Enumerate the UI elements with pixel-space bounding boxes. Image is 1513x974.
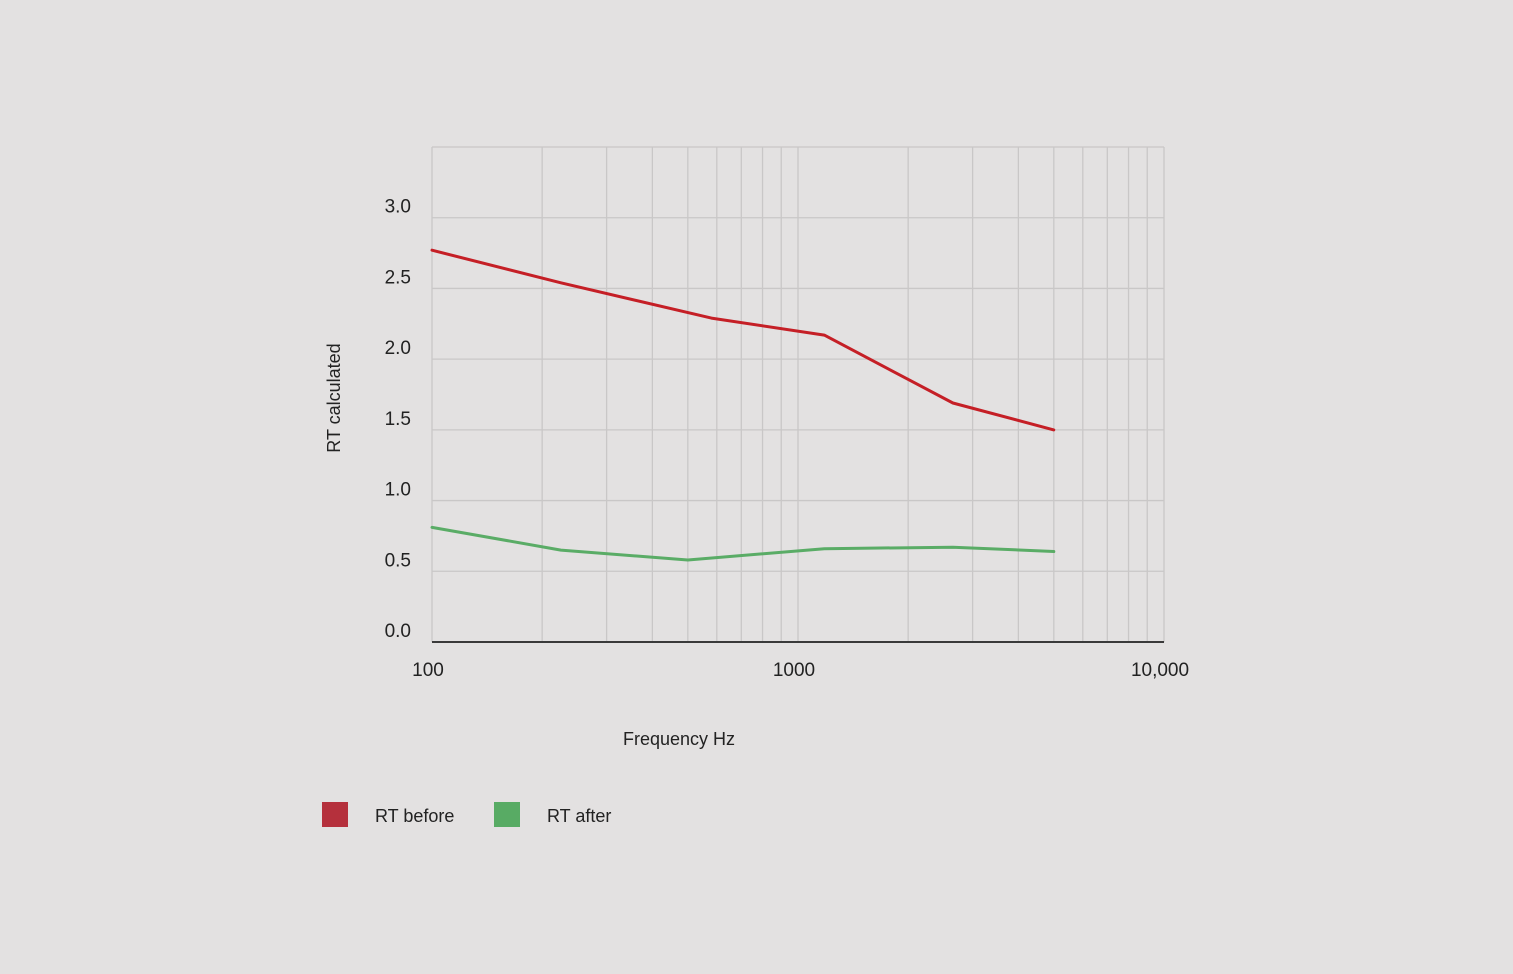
y-tick-label: 2.5	[385, 267, 411, 288]
y-tick-label: 3.0	[385, 197, 411, 218]
series-line-rt-after	[430, 525, 1056, 562]
series-lines	[430, 248, 1056, 562]
y-axis-title: RT calculated	[324, 343, 344, 452]
x-tick-label: 100	[412, 660, 444, 681]
y-tick-label: 0.0	[385, 621, 411, 642]
x-tick-labels: 100 1000 10,000	[412, 660, 1189, 681]
y-tick-label: 1.0	[385, 480, 411, 501]
legend-label: RT after	[547, 806, 611, 826]
x-tick-label: 10,000	[1131, 660, 1189, 681]
y-tick-label: 2.0	[385, 338, 411, 359]
legend-swatch	[494, 802, 520, 827]
legend-swatch	[322, 802, 348, 827]
grid	[431, 146, 1165, 643]
y-tick-label: 0.5	[385, 550, 411, 571]
x-tick-label: 1000	[773, 660, 815, 681]
legend-label: RT before	[375, 806, 454, 826]
y-tick-label: 1.5	[385, 409, 411, 430]
y-tick-labels: 0.0 0.5 1.0 1.5 2.0 2.5 3.0	[385, 197, 411, 642]
x-axis-title: Frequency Hz	[623, 729, 735, 749]
legend: RT before RT after	[322, 802, 611, 827]
series-line-rt-before	[430, 248, 1056, 432]
